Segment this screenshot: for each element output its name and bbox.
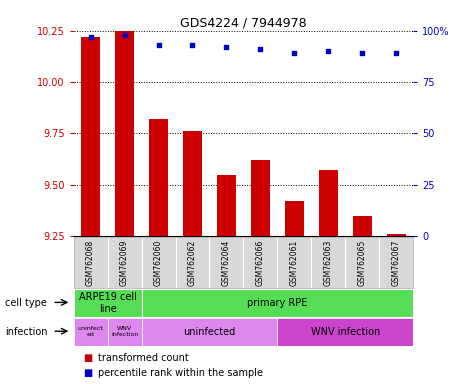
Text: GSM762063: GSM762063 <box>324 239 333 286</box>
Text: ■: ■ <box>83 368 92 378</box>
Text: primary RPE: primary RPE <box>247 298 308 308</box>
Text: GSM762068: GSM762068 <box>86 239 95 286</box>
Text: GSM762066: GSM762066 <box>256 239 265 286</box>
Point <box>121 32 128 38</box>
Point <box>87 34 95 40</box>
Text: transformed count: transformed count <box>98 353 189 363</box>
Bar <box>251 160 270 236</box>
Text: WNV infection: WNV infection <box>311 326 380 337</box>
Point <box>155 42 162 48</box>
Text: GSM762061: GSM762061 <box>290 239 299 286</box>
Text: uninfect
ed: uninfect ed <box>78 326 104 337</box>
Point <box>324 48 332 55</box>
Text: GSM762064: GSM762064 <box>222 239 231 286</box>
Bar <box>285 201 304 236</box>
Point <box>359 50 366 56</box>
Text: ARPE19 cell
line: ARPE19 cell line <box>79 292 136 314</box>
Text: GSM762060: GSM762060 <box>154 239 163 286</box>
Text: percentile rank within the sample: percentile rank within the sample <box>98 368 263 378</box>
Text: uninfected: uninfected <box>183 326 236 337</box>
Bar <box>81 37 100 236</box>
Text: GSM762067: GSM762067 <box>392 239 401 286</box>
Bar <box>107 318 142 346</box>
Bar <box>142 318 277 346</box>
Bar <box>149 119 168 236</box>
Point <box>291 50 298 56</box>
Text: GSM762069: GSM762069 <box>120 239 129 286</box>
Bar <box>183 131 202 236</box>
Bar <box>115 31 134 236</box>
Text: WNV
infection: WNV infection <box>111 326 138 337</box>
Point <box>189 42 196 48</box>
Title: GDS4224 / 7944978: GDS4224 / 7944978 <box>180 17 307 30</box>
Bar <box>142 289 413 317</box>
Bar <box>277 318 413 346</box>
Text: ■: ■ <box>83 353 92 363</box>
Bar <box>387 234 406 236</box>
Bar <box>74 289 142 317</box>
Bar <box>74 318 107 346</box>
Bar <box>217 174 236 236</box>
Text: cell type: cell type <box>5 298 47 308</box>
Bar <box>319 170 338 236</box>
Text: GSM762065: GSM762065 <box>358 239 367 286</box>
Point <box>256 46 264 52</box>
Point <box>392 50 400 56</box>
Bar <box>353 216 371 236</box>
Text: GSM762062: GSM762062 <box>188 239 197 286</box>
Text: infection: infection <box>5 327 47 337</box>
Point <box>223 44 230 50</box>
